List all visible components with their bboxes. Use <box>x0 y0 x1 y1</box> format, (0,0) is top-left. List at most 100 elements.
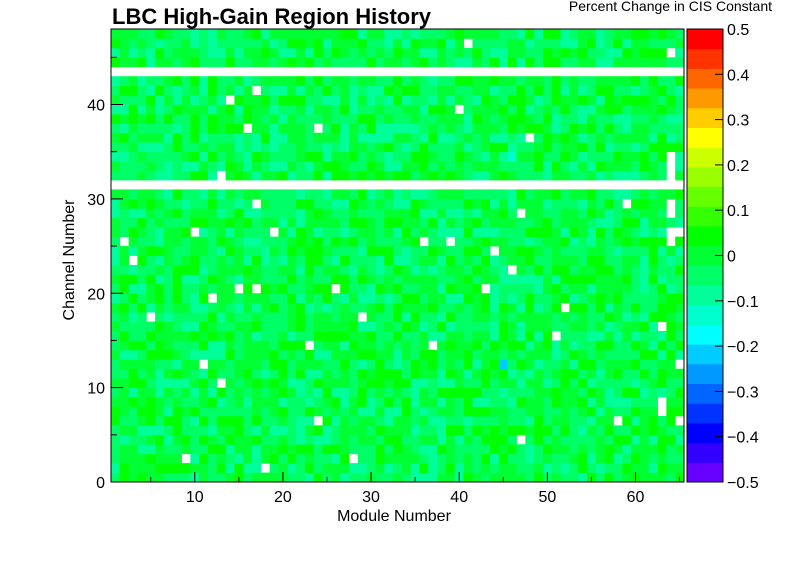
heatmap-cell <box>419 453 429 464</box>
heatmap-cell <box>437 434 447 445</box>
heatmap-cell <box>287 217 297 228</box>
heatmap-cell <box>313 359 323 370</box>
heatmap-cell <box>269 170 279 181</box>
heatmap-cell <box>428 274 438 285</box>
heatmap-cell <box>340 29 350 39</box>
heatmap-cell <box>366 340 376 351</box>
heatmap-cell <box>507 463 517 473</box>
heatmap-cell <box>384 132 394 143</box>
heatmap-cell <box>613 463 623 473</box>
heatmap-cell <box>146 38 156 49</box>
heatmap-cell <box>128 397 138 407</box>
heatmap-cell <box>410 29 420 39</box>
heatmap-cell <box>366 255 376 266</box>
heatmap-cell <box>375 274 385 285</box>
heatmap-cell <box>181 463 191 473</box>
heatmap-cell <box>657 264 667 275</box>
heatmap-cell <box>128 123 138 134</box>
heatmap-cell <box>225 76 235 87</box>
heatmap-cell <box>349 368 359 379</box>
heatmap-cell <box>490 264 500 275</box>
heatmap-cell <box>454 151 465 162</box>
heatmap-cell <box>190 217 200 228</box>
heatmap-cell <box>569 217 579 228</box>
heatmap-cell <box>639 359 650 370</box>
heatmap-cell <box>410 406 420 417</box>
heatmap-cell <box>622 472 632 483</box>
heatmap-cell <box>146 95 156 105</box>
heatmap-cell <box>578 246 588 256</box>
heatmap-cell <box>357 321 368 332</box>
heatmap-cell <box>498 397 509 407</box>
heatmap-cell <box>410 47 420 58</box>
heatmap-cell <box>190 349 200 360</box>
heatmap-cell <box>613 76 623 87</box>
heatmap-cell <box>340 463 350 473</box>
heatmap-cell <box>146 123 156 134</box>
heatmap-cell <box>234 198 244 209</box>
heatmap-cell <box>560 151 570 162</box>
heatmap-cell <box>498 255 509 266</box>
heatmap-cell <box>119 227 130 238</box>
heatmap-cell <box>525 331 535 341</box>
heatmap-cell <box>252 217 262 228</box>
heatmap-cell <box>534 368 544 379</box>
heatmap-cell <box>560 425 570 436</box>
heatmap-cell <box>490 29 500 39</box>
heatmap-cell <box>622 312 632 322</box>
heatmap-cell <box>604 463 614 473</box>
heatmap-cell <box>534 170 544 181</box>
heatmap-cell <box>234 104 244 115</box>
heatmap-cell <box>631 264 641 275</box>
heatmap-cell <box>639 189 650 200</box>
heatmap-cell <box>331 415 341 426</box>
heatmap-cell <box>551 321 561 332</box>
heatmap-cell <box>507 104 517 115</box>
heatmap-cell <box>648 132 658 143</box>
heatmap-cell <box>639 246 650 256</box>
heatmap-cell <box>340 170 350 181</box>
heatmap-cell <box>631 113 641 124</box>
heatmap-cell <box>181 85 191 96</box>
heatmap-cell <box>163 142 174 153</box>
heatmap-cell <box>675 425 685 436</box>
heatmap-cell <box>437 95 447 105</box>
heatmap-cell <box>587 47 597 58</box>
heatmap-cell <box>384 283 394 294</box>
heatmap-cell <box>155 312 165 322</box>
heatmap-cell <box>155 359 165 370</box>
heatmap-cell <box>622 340 632 351</box>
color-scale-tick-label: 0.5 <box>727 22 749 39</box>
heatmap-cell <box>313 340 323 351</box>
heatmap-cell <box>111 132 121 143</box>
heatmap-cell <box>137 142 147 153</box>
heatmap-cell <box>172 340 182 351</box>
heatmap-cell <box>146 302 156 313</box>
heatmap-cell <box>111 104 121 115</box>
heatmap-cell <box>639 132 650 143</box>
heatmap-cell <box>366 368 376 379</box>
heatmap-cell <box>128 95 138 105</box>
heatmap-cell <box>613 472 623 483</box>
heatmap-cell <box>331 57 341 68</box>
heatmap-cell <box>313 236 323 247</box>
heatmap-cell <box>445 406 456 417</box>
heatmap-cell <box>569 76 579 87</box>
heatmap-cell <box>252 387 262 398</box>
heatmap-cell <box>322 208 332 219</box>
heatmap-cell <box>419 302 429 313</box>
heatmap-cell <box>631 302 641 313</box>
heatmap-cell <box>357 255 368 266</box>
heatmap-cell <box>199 283 209 294</box>
heatmap-cell <box>252 397 262 407</box>
heatmap-cell <box>587 264 597 275</box>
heatmap-cell <box>410 444 420 455</box>
heatmap-cell <box>534 161 544 171</box>
heatmap-cell <box>313 425 323 436</box>
heatmap-cell <box>190 340 200 351</box>
color-scale-swatch <box>687 422 723 444</box>
heatmap-cell <box>631 293 641 304</box>
heatmap-cell <box>490 255 500 266</box>
heatmap-cell <box>481 189 491 200</box>
heatmap-cell <box>419 264 429 275</box>
